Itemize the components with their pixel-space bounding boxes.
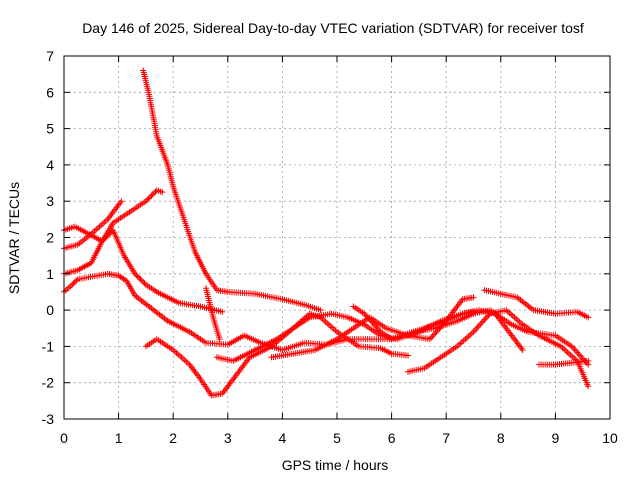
y-tick-label: 2 (46, 230, 54, 246)
plus-markers (481, 287, 592, 321)
plus-markers (61, 270, 592, 368)
plus-markers (203, 285, 223, 343)
plus-markers (350, 303, 477, 343)
data-series-group (61, 67, 592, 399)
y-tick-label: -3 (42, 411, 55, 427)
y-tick-label: -2 (42, 375, 55, 391)
y-tick-label: 4 (46, 157, 54, 173)
chart-title: Day 146 of 2025, Sidereal Day-to-day VTE… (82, 20, 584, 36)
series-track-5 (140, 67, 324, 314)
x-tick-label: 3 (224, 430, 232, 446)
y-axis-label: SDTVAR / TECUs (6, 182, 22, 294)
series-track-6 (203, 285, 223, 343)
y-tick-label: 6 (46, 84, 54, 100)
series-track-10 (350, 303, 477, 343)
x-tick-label: 9 (552, 430, 560, 446)
tick-labels: 0 1 2 3 4 5 6 7 8 9 10 -3 -2 -1 0 1 2 3 4 5 6 7 (42, 48, 618, 446)
plus-markers (536, 357, 592, 368)
x-tick-label: 10 (602, 430, 618, 446)
series-track-1 (61, 270, 592, 368)
x-axis-label: GPS time / hours (282, 457, 389, 473)
grid-lines (64, 56, 610, 419)
y-tick-label: 7 (46, 48, 54, 64)
series-track-12 (481, 287, 592, 321)
y-tick-label: 3 (46, 193, 54, 209)
series-track-13 (536, 357, 592, 368)
plus-markers (140, 67, 324, 314)
x-tick-label: 6 (388, 430, 396, 446)
x-tick-label: 0 (60, 430, 68, 446)
y-tick-label: 1 (46, 266, 54, 282)
x-tick-label: 7 (442, 430, 450, 446)
axis-ticks (63, 55, 611, 420)
y-tick-label: -1 (42, 338, 55, 354)
x-tick-label: 1 (115, 430, 123, 446)
y-tick-label: 5 (46, 121, 54, 137)
y-tick-label: 0 (46, 302, 54, 318)
x-tick-label: 5 (333, 430, 341, 446)
x-tick-label: 4 (279, 430, 287, 446)
x-tick-label: 8 (497, 430, 505, 446)
x-tick-label: 2 (169, 430, 177, 446)
